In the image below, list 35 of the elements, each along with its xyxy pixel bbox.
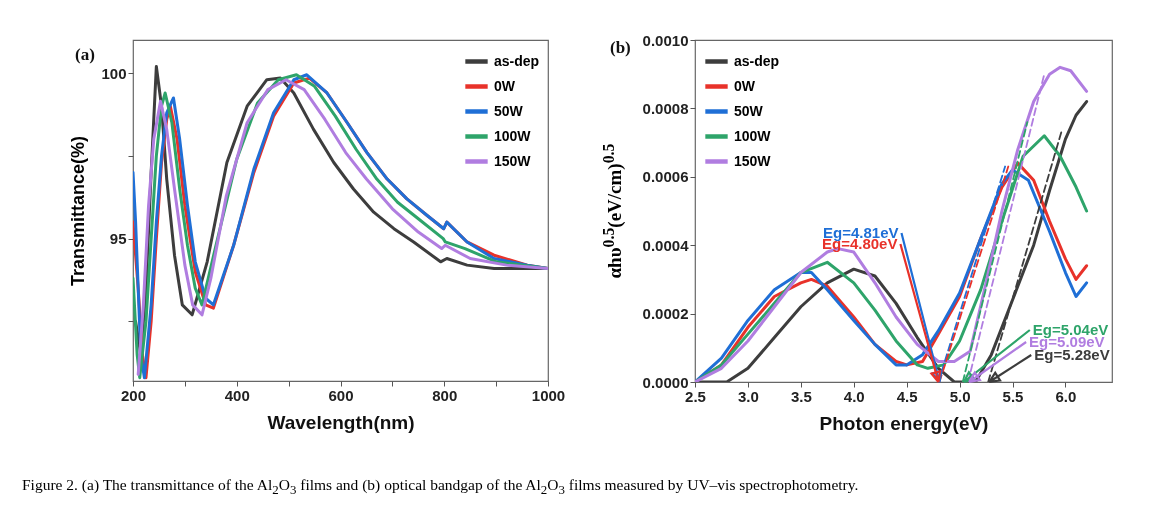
chart-title: (b)	[610, 38, 631, 57]
x-tick-label: 5.5	[1002, 387, 1024, 405]
legend-label: as-dep	[494, 52, 540, 69]
y-tick-label: 95	[109, 230, 127, 248]
y-axis-title: Transmittance(%)	[67, 135, 89, 286]
x-axis-title: Photon energy(eV)	[819, 412, 989, 434]
legend-label: 150W	[494, 152, 532, 169]
text: Figure 2. (a) The transmittance of the Al$_{2}$O$_{3}$ films and (b) optical bandgap of the Al$_{2}$O$_{3}$ films measured by UV–vis spectrophotometry.	[22, 476, 859, 498]
x-tick-label: 600	[328, 386, 354, 404]
x-tick-label: 800	[432, 386, 458, 404]
chart-title: (a)	[75, 45, 95, 64]
y-tick-label: 100	[101, 64, 127, 82]
legend-label: 150W	[734, 152, 772, 169]
legend-label: 50W	[734, 102, 764, 119]
legend-label: 100W	[734, 127, 772, 144]
y-tick-label: 0.0010	[642, 31, 689, 49]
x-tick-label: 4.5	[896, 387, 918, 405]
legend-label: 0W	[734, 77, 756, 94]
x-tick-label: 1000	[531, 386, 566, 404]
legend-label: 50W	[494, 102, 524, 119]
x-tick-label: 200	[120, 386, 147, 404]
x-tick-label: 5.0	[949, 387, 971, 405]
x-tick-label: 3.5	[790, 387, 812, 405]
y-tick-label: 0.0002	[642, 305, 689, 323]
y-tick-label: 0.0006	[642, 168, 689, 186]
legend-label: 0W	[494, 77, 516, 94]
y-tick-label: 0.0008	[642, 99, 689, 117]
y-tick-label: 0.0004	[642, 236, 690, 254]
x-axis-title: Wavelength(nm)	[267, 411, 415, 433]
x-tick-label: 3.0	[737, 387, 759, 405]
x-tick-label: 4.0	[843, 387, 865, 405]
x-tick-label: 6.0	[1055, 387, 1077, 405]
legend-label: as-dep	[734, 52, 780, 69]
x-tick-label: 400	[224, 386, 250, 404]
legend-label: 100W	[494, 127, 532, 144]
